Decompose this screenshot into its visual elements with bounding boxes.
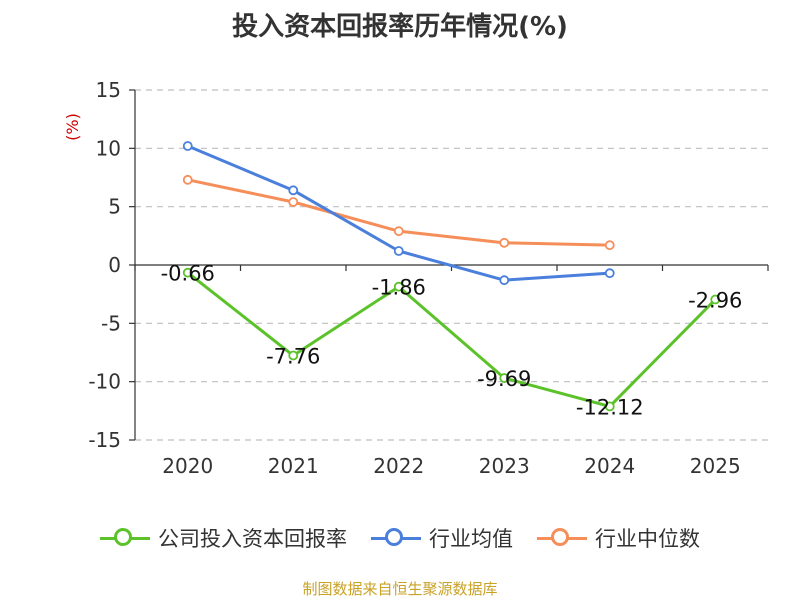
legend-marker-industry-avg [371,527,421,549]
data-point [499,373,510,383]
legend-label-industry-median: 行业中位数 [595,527,700,551]
x-tick-label: 2021 [268,454,319,478]
data-point [604,240,615,251]
data-point [288,350,299,361]
legend-marker-company [100,527,150,549]
data-label: -9.69 [477,367,531,391]
data-point [182,174,193,185]
series-line-1 [187,144,610,282]
data-label: -12.12 [576,395,644,419]
data-point [182,141,193,151]
x-tick-label: 2022 [373,454,424,478]
data-label: -0.66 [161,262,215,286]
legend-label-industry-avg: 行业均值 [429,527,513,551]
legend-item-company[interactable]: 公司投入资本回报率 [100,523,347,553]
data-label: -1.86 [372,276,426,300]
legend-marker-industry-median [537,527,587,549]
source-note: 制图数据来自恒生聚源数据库 [302,580,498,598]
data-point [182,267,193,278]
legend-item-industry-median[interactable]: 行业中位数 [537,523,700,553]
data-label: -2.96 [688,289,742,313]
x-tick-label: 2024 [584,454,635,478]
series-line-0 [186,271,717,408]
series-lines [182,141,721,412]
legend-item-industry-avg[interactable]: 行业均值 [371,523,513,553]
y-tick-label: 5 [108,195,121,219]
legend: 公司投入资本回报率 行业均值 行业中位数 [0,520,800,556]
data-point [604,268,615,279]
y-tick-label: -15 [88,428,121,452]
data-point [499,237,510,248]
data-point [288,197,299,207]
chart-title: 投入资本回报率历年情况(%) [232,12,568,42]
data-point [710,294,721,305]
axes: 15 10 5 0 -5 -10 -15 2020 2021 2022 2023 2024 2025 (%… [63,78,769,478]
legend-label-company: 公司投入资本回报率 [158,527,347,551]
data-point [499,275,510,286]
y-tick-label: -5 [101,311,121,335]
data-point [393,281,404,292]
data-point [393,246,404,256]
y-tick-label: 10 [96,136,121,160]
data-point [288,185,299,196]
data-label: -7.76 [266,345,320,369]
y-tick-label: 15 [96,78,121,102]
data-labels: -0.66 -7.76 -1.86 -9.69 -12.12 -2.96 [161,262,743,420]
x-tick-label: 2025 [690,454,741,478]
data-point [393,226,404,237]
y-tick-label: -10 [88,370,121,394]
y-axis-unit-label: (%) [63,113,82,141]
x-tick-label: 2020 [162,454,213,478]
y-tick-label: 0 [108,253,121,277]
data-point [604,401,615,412]
x-tick-label: 2023 [479,454,530,478]
